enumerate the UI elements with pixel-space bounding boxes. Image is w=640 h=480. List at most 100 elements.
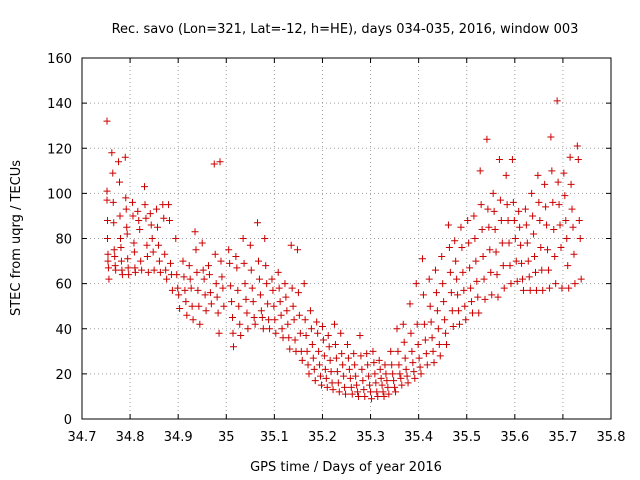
data-point <box>331 341 339 349</box>
data-point <box>325 343 333 351</box>
data-point <box>173 271 181 279</box>
data-point <box>180 273 188 281</box>
data-point <box>179 257 187 265</box>
data-point <box>229 343 237 351</box>
data-point <box>109 169 117 177</box>
data-point <box>104 257 112 265</box>
data-point <box>251 320 259 328</box>
data-point <box>381 361 389 369</box>
data-point <box>317 372 325 380</box>
data-point <box>254 219 262 227</box>
data-point <box>302 332 310 340</box>
data-point <box>377 374 385 382</box>
data-point <box>371 370 379 378</box>
data-point <box>234 286 242 294</box>
data-point <box>477 201 485 209</box>
data-point <box>539 286 547 294</box>
data-point <box>295 311 303 319</box>
data-point <box>564 262 572 270</box>
data-point <box>326 356 334 364</box>
data-point <box>454 291 462 299</box>
data-point <box>282 293 290 301</box>
data-point <box>505 239 513 247</box>
data-point <box>110 246 118 254</box>
data-point <box>130 239 138 247</box>
data-point <box>415 354 423 362</box>
data-point <box>181 286 189 294</box>
data-point <box>122 205 130 213</box>
data-point <box>318 322 326 330</box>
data-point <box>344 354 352 362</box>
data-point <box>447 289 455 297</box>
data-point <box>316 361 324 369</box>
data-point <box>425 275 433 283</box>
data-point <box>137 257 145 265</box>
data-point <box>475 309 483 317</box>
data-point <box>241 280 249 288</box>
data-point <box>455 307 463 315</box>
data-point <box>339 361 347 369</box>
data-point <box>156 268 164 276</box>
data-point <box>512 257 520 265</box>
data-point <box>275 284 283 292</box>
data-point <box>443 341 451 349</box>
data-point <box>112 266 120 274</box>
data-point <box>364 361 372 369</box>
data-point <box>255 275 263 283</box>
chart-title: Rec. savo (Lon=321, Lat=-12, h=HE), days… <box>112 22 579 37</box>
data-point <box>105 275 113 283</box>
data-point <box>142 214 150 222</box>
data-point <box>528 189 536 197</box>
data-point <box>103 117 111 125</box>
y-axis-ticks: 0 20 40 60 80 100 120 140 160 <box>47 52 611 428</box>
data-point <box>465 239 473 247</box>
data-point <box>416 363 424 371</box>
data-point <box>523 239 531 247</box>
data-point <box>277 311 285 319</box>
data-point <box>522 221 530 229</box>
data-point <box>568 205 576 213</box>
data-point <box>519 286 527 294</box>
data-point <box>483 135 491 143</box>
data-point <box>553 97 561 105</box>
data-point <box>153 205 161 213</box>
data-point <box>389 370 397 378</box>
data-point <box>359 377 367 385</box>
data-point <box>283 307 291 315</box>
data-point <box>138 266 146 274</box>
data-point <box>154 241 162 249</box>
data-point <box>300 280 308 288</box>
data-point <box>323 383 331 391</box>
data-point <box>516 223 524 231</box>
data-point <box>226 259 234 267</box>
data-point <box>187 284 195 292</box>
data-point <box>288 284 296 292</box>
data-point <box>254 257 262 265</box>
data-point <box>285 334 293 342</box>
data-point <box>544 246 552 254</box>
data-point <box>175 291 183 299</box>
data-point <box>563 235 571 242</box>
data-point <box>543 221 551 229</box>
data-point <box>143 241 151 249</box>
data-point <box>294 289 302 297</box>
data-point <box>248 284 256 292</box>
data-point <box>341 383 349 391</box>
data-point <box>243 309 251 317</box>
data-point <box>124 264 132 272</box>
data-point <box>258 313 266 321</box>
data-point <box>470 212 478 220</box>
data-point <box>271 316 279 324</box>
x-tick-label: 35.8 <box>597 430 626 445</box>
y-tick-label: 0 <box>64 413 72 428</box>
data-point <box>420 320 428 328</box>
data-point <box>129 212 137 220</box>
data-point <box>141 183 149 191</box>
data-point <box>176 304 184 312</box>
data-point <box>261 235 269 242</box>
x-tick-label: 35.3 <box>356 430 385 445</box>
data-point <box>431 266 439 274</box>
data-point <box>304 361 312 369</box>
data-point <box>265 316 273 324</box>
data-point <box>186 275 194 283</box>
